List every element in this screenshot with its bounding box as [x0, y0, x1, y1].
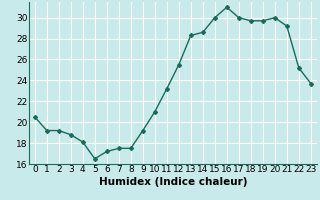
- X-axis label: Humidex (Indice chaleur): Humidex (Indice chaleur): [99, 177, 247, 187]
